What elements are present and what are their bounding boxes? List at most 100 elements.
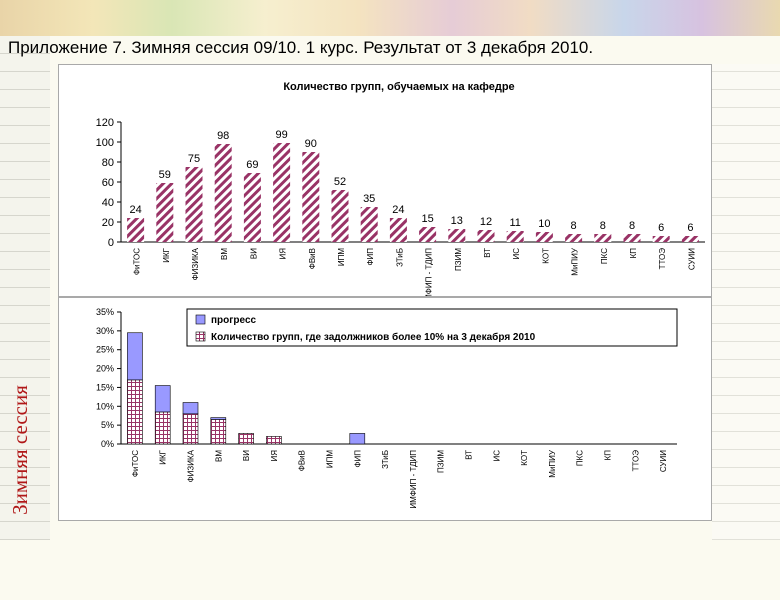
chart1-value-label: 8 xyxy=(629,220,635,232)
chart1-category-label: МиПИУ xyxy=(571,247,580,276)
chart1-value-label: 8 xyxy=(600,220,606,232)
chart1-value-label: 10 xyxy=(538,218,550,230)
chart1-bar-пкс xyxy=(594,234,612,242)
chart2-category-label: ФВиВ xyxy=(298,450,307,471)
chart2-y-tick-label: 15% xyxy=(96,382,114,392)
chart2-category-label: ПКС xyxy=(576,450,585,466)
chart1-value-label: 98 xyxy=(217,130,229,142)
chart2-category-label: ЗТиБ xyxy=(381,450,390,469)
legend-label-debtors: Количество групп, где задолжников более … xyxy=(211,331,536,343)
chart2-category-label: ВИ xyxy=(242,450,251,461)
legend-swatch-debtors xyxy=(195,331,206,342)
sidebar-decoration xyxy=(0,36,50,540)
chart1-category-label: ПКС xyxy=(600,248,609,264)
chart2-category-label: ВТ xyxy=(465,450,474,460)
chart1-bar-фип xyxy=(360,207,378,242)
chart2-bar-debtors-ви xyxy=(238,433,254,445)
chart2-bar-progress-фитос xyxy=(127,332,143,381)
chart1-category-label: ФиТОС xyxy=(133,248,142,275)
chart1-category-label: КОТ xyxy=(541,248,550,264)
chart2-category-label: КП xyxy=(604,450,613,461)
chart2-y-tick-label: 10% xyxy=(96,401,114,411)
chart1-value-label: 6 xyxy=(687,222,693,234)
chart2-bar-debtors-вм xyxy=(210,419,227,445)
chart1-category-label: ТТОЭ xyxy=(658,248,667,270)
chart2-category-label: ИС xyxy=(492,450,501,462)
side-label: Зимняя сессия xyxy=(8,385,32,515)
chart2-bar-debtors-икг xyxy=(154,411,171,445)
chart2-category-label: ИЯ xyxy=(270,450,279,462)
chart1-bar-вм xyxy=(214,144,232,242)
chart1-category-label: КП xyxy=(629,248,638,259)
chart2-category-label: ИМФИП - ТДИП xyxy=(409,450,418,509)
chart1-value-label: 69 xyxy=(246,159,258,171)
chart1-bar-кот xyxy=(535,232,553,242)
chart1-bar-ттоэ xyxy=(652,236,670,242)
chart2-category-label: ТТОЭ xyxy=(631,450,640,472)
chart1-value-label: 75 xyxy=(188,153,200,165)
legend-swatch-progress xyxy=(195,314,206,325)
legend-label-progress: прогресс xyxy=(211,315,257,326)
chart1-value-label: 11 xyxy=(509,217,520,229)
chart2-bar-progress-физика xyxy=(182,402,199,415)
chart1-y-tick-label: 100 xyxy=(96,137,114,149)
chart1-value-label: 6 xyxy=(658,222,664,234)
chart2-y-tick-label: 5% xyxy=(101,420,114,430)
chart2-category-label: КОТ xyxy=(520,450,529,466)
chart2-category-label: ФИЗИКА xyxy=(187,449,196,482)
chart1-value-label: 59 xyxy=(159,169,171,181)
chart2-category-label: МиПИУ xyxy=(548,449,557,478)
chart1-y-tick-label: 40 xyxy=(102,197,114,209)
chart2-bar-debtors-фитос xyxy=(127,379,143,445)
chart2-y-tick-label: 20% xyxy=(96,364,114,374)
chart2-category-label: ИКГ xyxy=(159,449,168,464)
chart1-value-label: 52 xyxy=(334,176,346,188)
chart1-bar-ипм xyxy=(331,190,349,242)
chart2-bar-progress-икг xyxy=(154,385,171,413)
chart2-category-label: ВМ xyxy=(214,450,223,462)
chart1-category-label: ВМ xyxy=(220,248,229,260)
chart2-bar-progress-вм xyxy=(210,417,227,420)
chart2-category-label: СУИИ xyxy=(659,450,668,472)
chart1-bar-суии xyxy=(681,236,699,242)
chart1-y-tick-label: 80 xyxy=(102,157,114,169)
chart2-y-tick-label: 35% xyxy=(96,307,114,317)
chart1-category-label: ИМФИП - ТДИП xyxy=(425,248,434,296)
chart1-category-label: ФИП xyxy=(366,248,375,266)
chart1-value-label: 24 xyxy=(392,204,404,216)
chart2-y-tick-label: 30% xyxy=(96,326,114,336)
chart1-value-label: 24 xyxy=(129,204,141,216)
chart2-y-tick-label: 0% xyxy=(101,439,114,449)
chart1-category-label: ВТ xyxy=(483,248,492,258)
chart2-y-tick-label: 25% xyxy=(96,345,114,355)
chart1-category-label: ИЯ xyxy=(279,248,288,260)
chart1-value-label: 13 xyxy=(451,215,463,227)
right-decoration xyxy=(712,64,780,540)
chart1-bar-мипиу xyxy=(565,234,583,242)
debtors-chart: прогресс Количество групп, где задолжник… xyxy=(58,297,712,521)
chart1-value-label: 35 xyxy=(363,193,375,205)
chart1-category-label: ИС xyxy=(512,248,521,260)
chart1-bar-фитос xyxy=(127,218,145,242)
chart1-value-label: 90 xyxy=(305,138,317,150)
chart1-bar-ис xyxy=(506,231,524,242)
chart1-category-label: ИКГ xyxy=(162,247,171,262)
chart1-y-tick-label: 120 xyxy=(96,117,114,129)
chart1-category-label: ИПМ xyxy=(337,248,346,267)
chart1-category-label: ЗТиБ xyxy=(395,248,404,267)
chart2-bar-debtors-ия xyxy=(266,436,282,445)
chart1-bar-зтиб xyxy=(389,218,407,242)
chart1-bar-кп xyxy=(623,234,641,242)
chart1-bar-вт xyxy=(477,230,495,242)
chart2-category-label: ФиТОС xyxy=(131,450,140,477)
page-title: Приложение 7. Зимняя сессия 09/10. 1 кур… xyxy=(8,38,594,57)
chart1-bar-ия xyxy=(273,143,291,242)
chart2-category-label: ИПМ xyxy=(326,450,335,469)
chart1-category-label: ФИЗИКА xyxy=(191,247,200,280)
chart1-bar-физика xyxy=(185,167,203,242)
chart1-bar-икг xyxy=(156,183,174,242)
chart1-bar-фвив xyxy=(302,152,320,242)
chart1-category-label: ФВиВ xyxy=(308,248,317,269)
chart2-category-label: ФИП xyxy=(353,450,362,468)
debtors-chart-svg: прогресс Количество групп, где задолжник… xyxy=(96,307,678,509)
